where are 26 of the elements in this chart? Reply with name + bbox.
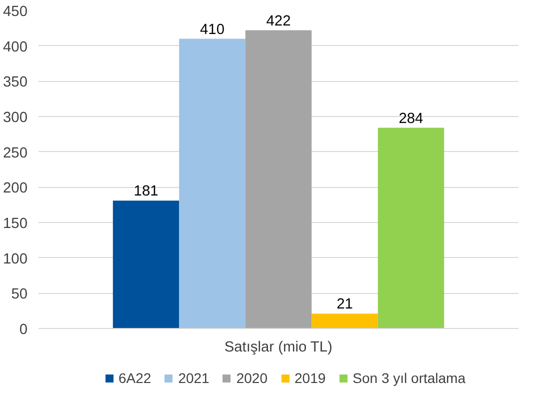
y-tick-label: 100 (3, 251, 28, 268)
data-label: 181 (134, 184, 158, 200)
x-tick-label: Satışlar (mio TL) (224, 340, 332, 356)
bar (378, 128, 444, 328)
y-tick-label: 50 (11, 286, 28, 303)
y-tick-label: 400 (3, 39, 28, 56)
legend-label: Son 3 yıl ortalama (352, 370, 466, 386)
data-label: 284 (398, 110, 424, 127)
y-tick-label: 200 (3, 180, 28, 197)
bar (179, 38, 246, 328)
legend-label: 2019 (294, 370, 326, 386)
bar (112, 200, 180, 328)
y-tick-label: 300 (3, 110, 28, 126)
y-tick-label: 450 (3, 4, 28, 20)
y-tick-label: 250 (3, 145, 28, 162)
data-label: 422 (266, 13, 291, 30)
legend-label: 6A22 (118, 370, 152, 386)
data-label: 21 (336, 296, 353, 313)
bar (312, 314, 378, 328)
data-label: 410 (200, 22, 224, 38)
y-tick-label: 150 (3, 216, 28, 232)
y-tick-label: 0 (19, 322, 28, 338)
legend-label: 2021 (178, 370, 210, 386)
legend-label: 2020 (236, 370, 268, 386)
y-tick-label: 350 (3, 74, 28, 91)
bar (245, 30, 312, 328)
